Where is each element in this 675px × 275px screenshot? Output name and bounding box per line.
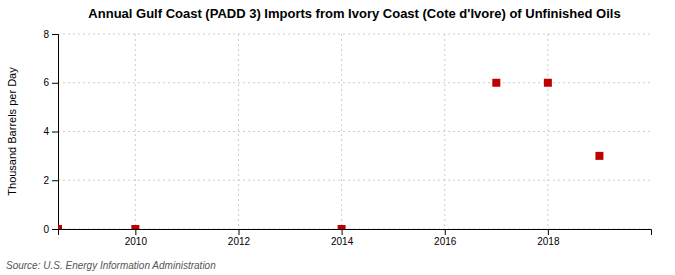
points bbox=[58, 79, 603, 229]
y-tick-label: 4 bbox=[43, 126, 49, 137]
y-tick-label: 8 bbox=[43, 29, 49, 40]
plot-area: 2010 2012 2014 2016 2018 0 2 4 6 8 bbox=[43, 29, 651, 247]
x-tick: 2012 bbox=[228, 229, 251, 247]
point bbox=[131, 225, 139, 229]
y-tick: 0 bbox=[43, 224, 58, 235]
x-tick: 2014 bbox=[331, 229, 354, 247]
x-tick-mark bbox=[445, 229, 446, 235]
x-tick-mark bbox=[548, 229, 549, 235]
grid bbox=[58, 34, 651, 229]
x-tick-mark bbox=[238, 229, 239, 235]
y-tick-mark bbox=[52, 180, 58, 181]
x-tick: 2016 bbox=[434, 229, 457, 247]
annotation: Source: U.S. Energy Information Administ… bbox=[6, 260, 216, 271]
y-tick-label: 6 bbox=[43, 77, 49, 88]
point bbox=[544, 79, 552, 87]
grid-line-y bbox=[58, 34, 651, 35]
x-axis-line bbox=[59, 230, 652, 236]
y-axis-line bbox=[52, 35, 59, 230]
y-tick-mark bbox=[52, 229, 58, 230]
x-tick-label: 2018 bbox=[537, 236, 560, 247]
x-axis: 2010 2012 2014 2016 2018 bbox=[59, 229, 652, 247]
title: Annual Gulf Coast (PADD 3) Imports from … bbox=[88, 6, 620, 21]
grid-line-x bbox=[341, 34, 342, 229]
x-tick-label: 2016 bbox=[434, 236, 457, 247]
point bbox=[338, 225, 346, 229]
x-tick: 2018 bbox=[537, 229, 560, 247]
y-tick-label: 0 bbox=[43, 224, 49, 235]
point bbox=[595, 152, 603, 160]
point bbox=[492, 79, 500, 87]
x-tick-mark bbox=[342, 229, 343, 235]
y-tick-mark bbox=[52, 34, 58, 35]
grid-line-y bbox=[58, 180, 651, 181]
y-tick: 6 bbox=[43, 77, 58, 88]
y-tick: 4 bbox=[43, 126, 58, 137]
point bbox=[58, 225, 62, 229]
y-axis-title: Thousand Barrels per Day bbox=[6, 67, 18, 196]
x-tick-label: 2010 bbox=[125, 236, 148, 247]
x-tick-mark bbox=[135, 229, 136, 235]
y-tick-mark bbox=[52, 83, 58, 84]
x-tick-label: 2014 bbox=[331, 236, 354, 247]
x-tick: 2010 bbox=[125, 229, 148, 247]
y-tick-mark bbox=[52, 132, 58, 133]
x-tick-label: 2012 bbox=[228, 236, 251, 247]
y-tick-label: 2 bbox=[43, 175, 49, 186]
chart: 2010 2012 2014 2016 2018 0 2 4 6 8 Annual Gulf Coa… bbox=[0, 0, 675, 275]
grid-line-y bbox=[58, 82, 651, 83]
y-tick: 8 bbox=[43, 29, 58, 40]
grid-line-y bbox=[58, 131, 651, 132]
y-tick: 2 bbox=[43, 175, 58, 186]
y-axis: 0 2 4 6 8 bbox=[43, 29, 58, 235]
